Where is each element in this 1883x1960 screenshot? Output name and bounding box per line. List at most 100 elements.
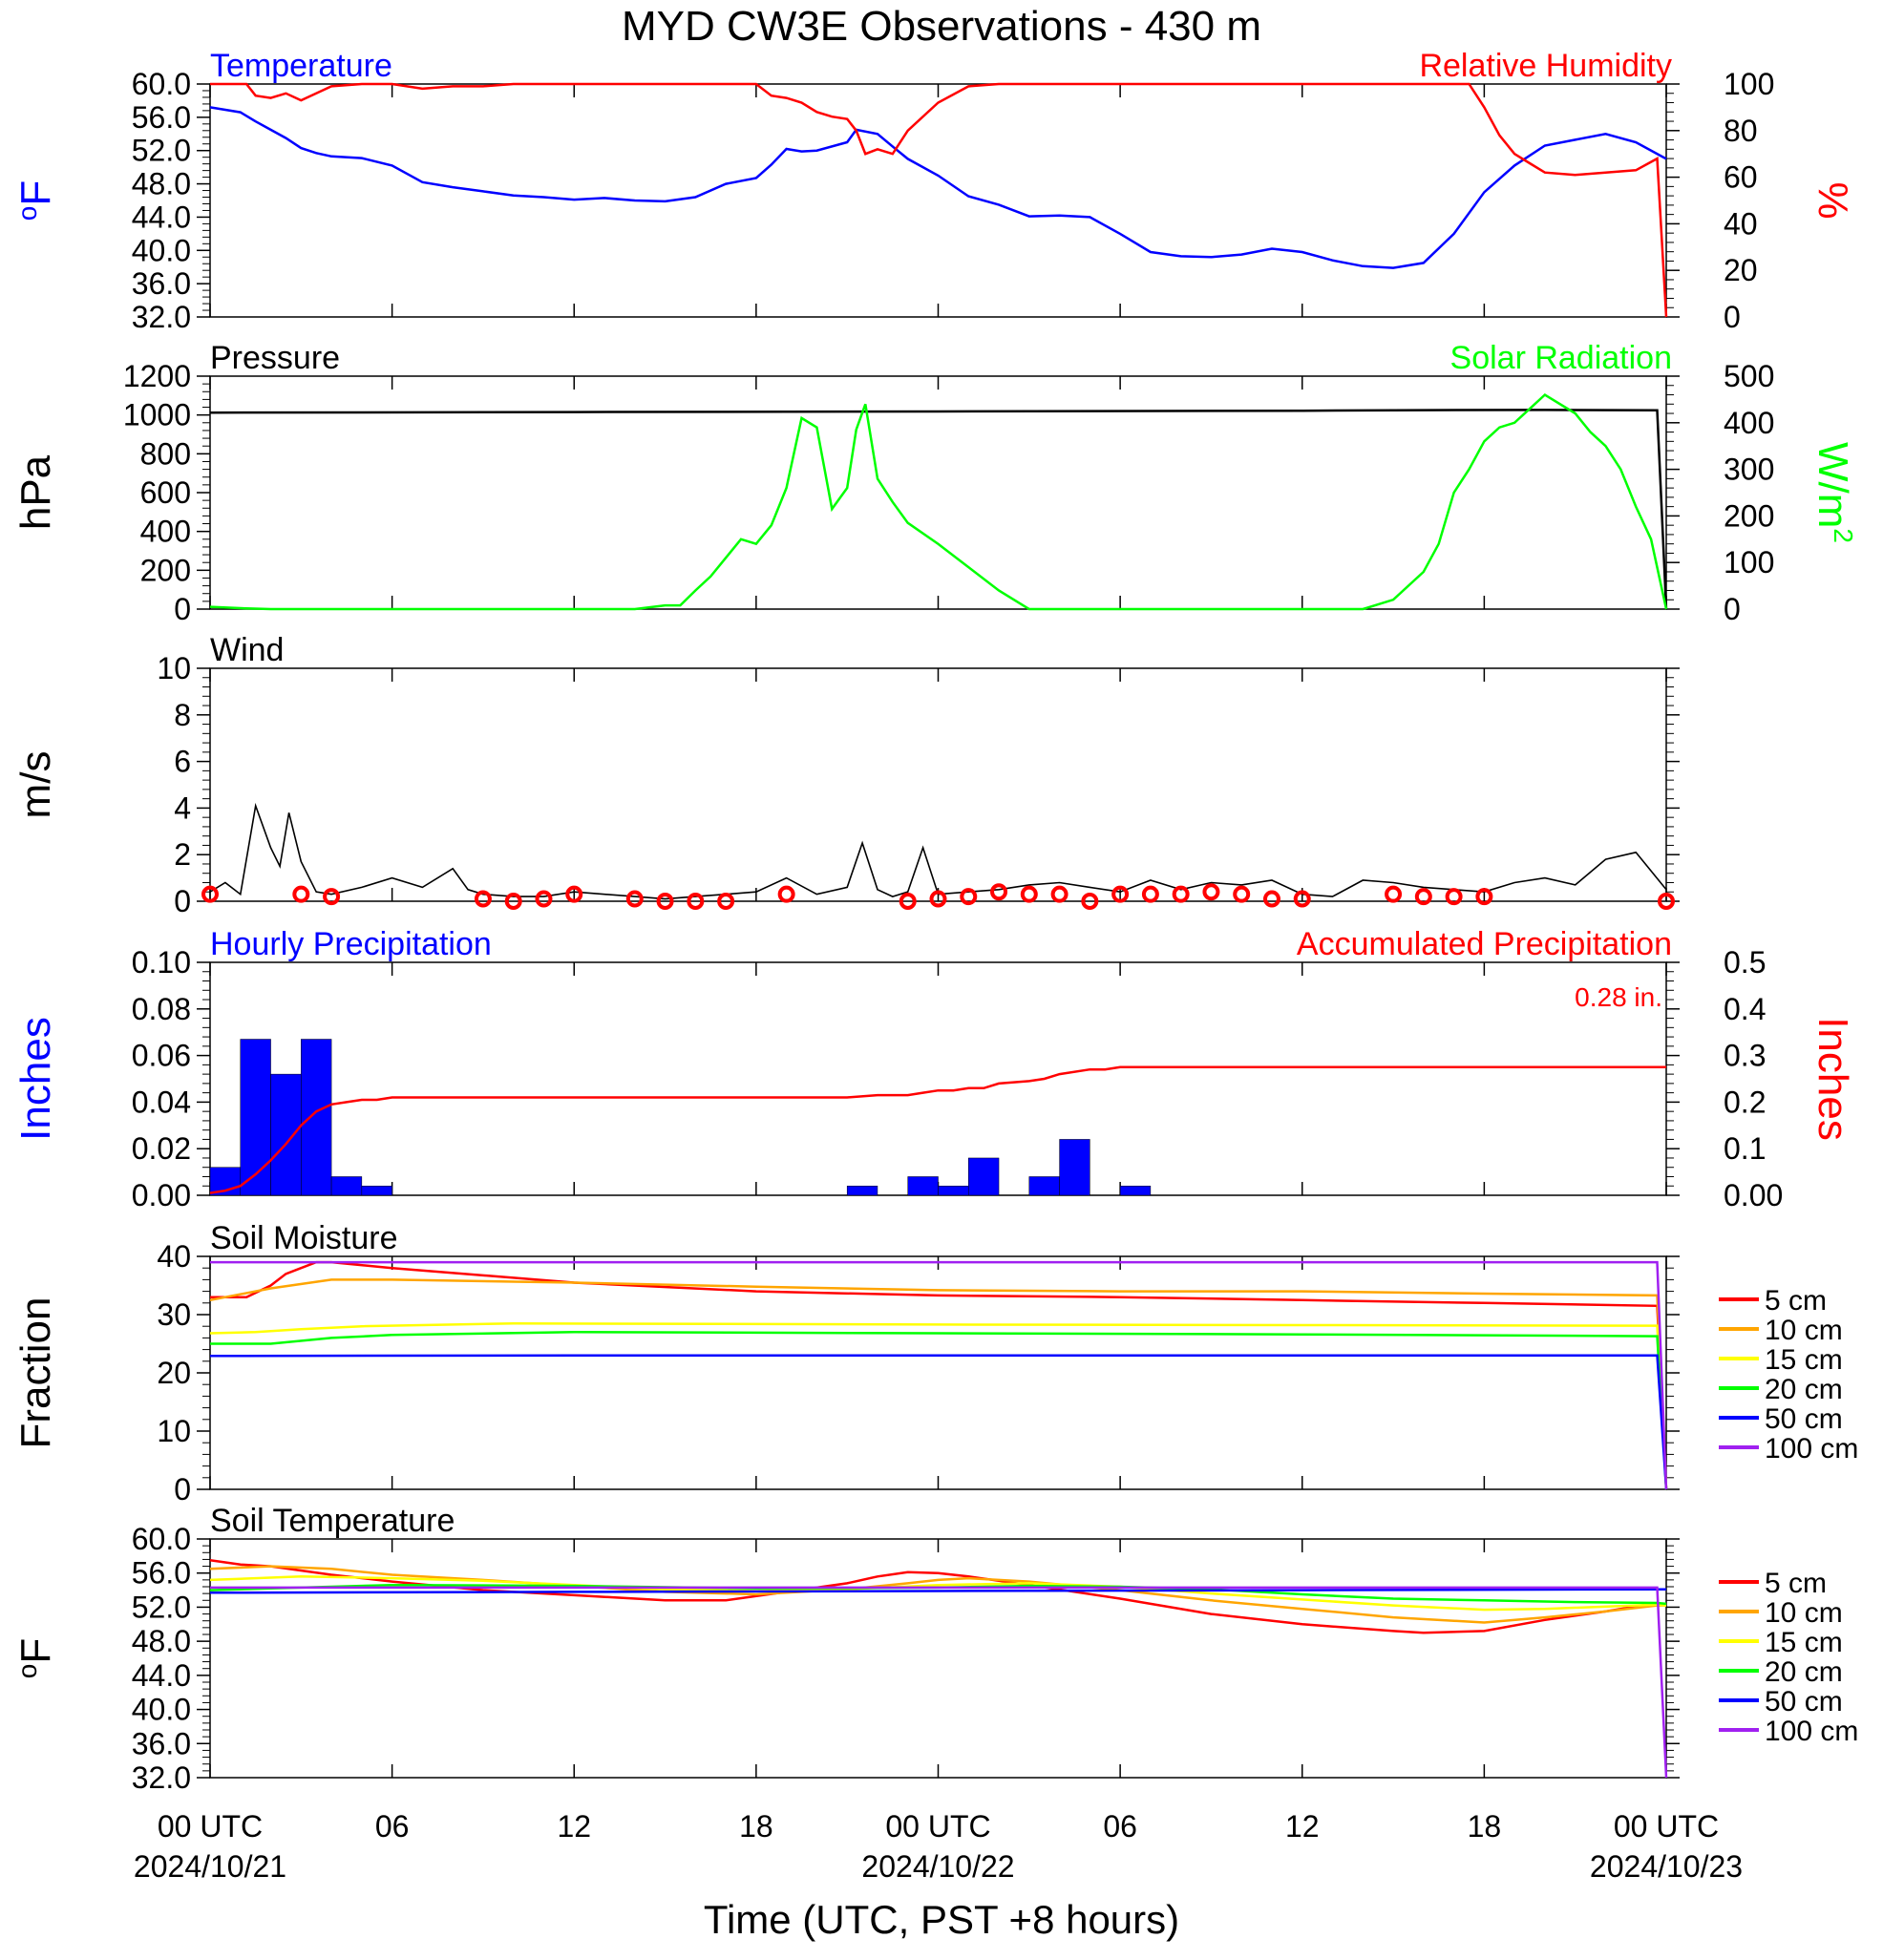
calm-wind-circle xyxy=(1445,888,1463,906)
panel-left-label: Soil Moisture xyxy=(210,1220,398,1256)
right-tick-label: 200 xyxy=(1724,498,1774,533)
series-line-wind xyxy=(209,802,1667,900)
panel-right-label: Relative Humidity xyxy=(1419,48,1672,84)
x-tick-label: 12 xyxy=(557,1809,591,1844)
series-line-10-cm xyxy=(209,1565,1666,1624)
left-tick-label: 60.0 xyxy=(132,67,191,101)
x-tick-label: 18 xyxy=(1468,1809,1502,1844)
right-tick-label: 0 xyxy=(1724,592,1741,626)
left-tick-label: 0.04 xyxy=(132,1085,191,1119)
precip-bar xyxy=(938,1185,969,1196)
calm-wind-circle xyxy=(625,890,644,908)
left-tick-label: 32.0 xyxy=(132,1760,191,1795)
left-tick-label: 40.0 xyxy=(132,1693,191,1727)
unit-text: W/m xyxy=(1809,442,1856,528)
calm-wind-circle xyxy=(201,885,219,903)
left-tick-label: 56.0 xyxy=(132,1556,191,1591)
series-line-100-cm xyxy=(210,1260,1668,1490)
series-line-50-cm xyxy=(209,1588,1666,1594)
precip-bar xyxy=(907,1176,939,1196)
right-tick-label: 0.4 xyxy=(1724,992,1766,1026)
precip-bar xyxy=(330,1176,363,1196)
precip-bar xyxy=(1119,1185,1152,1196)
calm-wind-circle xyxy=(960,888,978,906)
x-tick-label: 18 xyxy=(739,1809,773,1844)
legend-label: 10 cm xyxy=(1765,1597,1843,1629)
x-tick-label: 00 UTC xyxy=(1614,1809,1719,1844)
x-tick-label: 06 xyxy=(1103,1809,1137,1844)
calm-wind-circle xyxy=(323,888,341,906)
left-tick-label: 600 xyxy=(140,475,191,510)
calm-wind-circle xyxy=(1293,890,1311,908)
left-tick-label: 6 xyxy=(174,745,191,779)
panel-left-label: Soil Temperature xyxy=(210,1503,455,1539)
y-axis-title-right: % xyxy=(1809,181,1856,219)
left-tick-label: 4 xyxy=(174,790,191,825)
calm-wind-circle xyxy=(687,893,705,910)
left-tick-label: 0 xyxy=(174,592,191,626)
left-tick-label: 10 xyxy=(157,651,191,685)
left-tick-label: 48.0 xyxy=(132,1624,191,1658)
panel-left-label: Pressure xyxy=(210,340,340,376)
calm-wind-circle xyxy=(1081,893,1099,910)
precip-bar xyxy=(301,1039,332,1196)
legend-label: 10 cm xyxy=(1765,1315,1843,1346)
right-tick-label: 100 xyxy=(1724,545,1774,580)
accumulation-annotation: 0.28 in. xyxy=(1575,982,1662,1012)
right-tick-label: 0.00 xyxy=(1724,1178,1783,1212)
left-tick-label: 44.0 xyxy=(132,1658,191,1693)
precip-bar xyxy=(270,1073,302,1196)
precip-bar xyxy=(361,1185,392,1196)
legend-label: 20 cm xyxy=(1765,1656,1843,1688)
calm-wind-circle xyxy=(504,893,522,910)
left-tick-label: 52.0 xyxy=(132,1590,191,1624)
unit-superscript: 2 xyxy=(1829,528,1858,543)
left-tick-label: 32.0 xyxy=(132,300,191,334)
degree-sign: o xyxy=(12,206,42,221)
left-tick-label: 0.08 xyxy=(132,992,191,1026)
series-line-accumulated-precipitation xyxy=(209,1065,1666,1194)
panel-right-label: Accumulated Precipitation xyxy=(1297,926,1672,962)
panel-frame xyxy=(209,961,1667,1196)
right-tick-label: 0 xyxy=(1724,300,1741,334)
legend-label: 5 cm xyxy=(1765,1285,1827,1317)
series-line-50-cm xyxy=(209,1354,1668,1490)
calm-wind-circle xyxy=(717,893,735,910)
series-line-5-cm xyxy=(209,1559,1667,1634)
chart-title: MYD CW3E Observations - 430 m xyxy=(622,3,1261,50)
left-tick-label: 0.10 xyxy=(132,945,191,980)
left-tick-label: 1200 xyxy=(123,359,191,393)
series-line-pressure xyxy=(209,409,1668,610)
right-tick-label: 400 xyxy=(1724,406,1774,440)
left-tick-label: 30 xyxy=(157,1297,191,1332)
calm-wind-circle xyxy=(474,890,492,908)
right-tick-label: 0.2 xyxy=(1724,1085,1766,1119)
left-tick-label: 0.06 xyxy=(132,1039,191,1073)
right-tick-label: 0.5 xyxy=(1724,945,1766,980)
calm-wind-circle xyxy=(1262,890,1280,908)
left-tick-label: 0.02 xyxy=(132,1131,191,1166)
y-axis-title-left: m/s xyxy=(12,751,59,819)
calm-wind-circle xyxy=(1172,885,1190,903)
left-tick-label: 36.0 xyxy=(132,1726,191,1760)
precip-bar xyxy=(846,1185,878,1196)
left-tick-label: 56.0 xyxy=(132,100,191,135)
right-tick-label: 40 xyxy=(1724,206,1758,241)
x-tick-label: 00 UTC xyxy=(158,1809,263,1844)
x-tick-date: 2024/10/22 xyxy=(861,1849,1014,1884)
left-tick-label: 400 xyxy=(140,515,191,549)
calm-wind-circle xyxy=(1233,885,1251,903)
precip-bar xyxy=(1028,1176,1060,1196)
calm-wind-circle xyxy=(777,885,795,903)
legend-label: 20 cm xyxy=(1765,1374,1843,1405)
legend-label: 50 cm xyxy=(1765,1686,1843,1718)
x-axis-title: Time (UTC, PST +8 hours) xyxy=(704,1897,1179,1942)
calm-wind-circle xyxy=(1385,885,1403,903)
series-line-15-cm xyxy=(209,1575,1667,1612)
calm-wind-circle xyxy=(1202,883,1220,901)
x-tick-date: 2024/10/21 xyxy=(134,1849,286,1884)
calm-wind-circle xyxy=(565,885,583,903)
right-tick-label: 300 xyxy=(1724,453,1774,487)
right-tick-label: 80 xyxy=(1724,114,1758,148)
